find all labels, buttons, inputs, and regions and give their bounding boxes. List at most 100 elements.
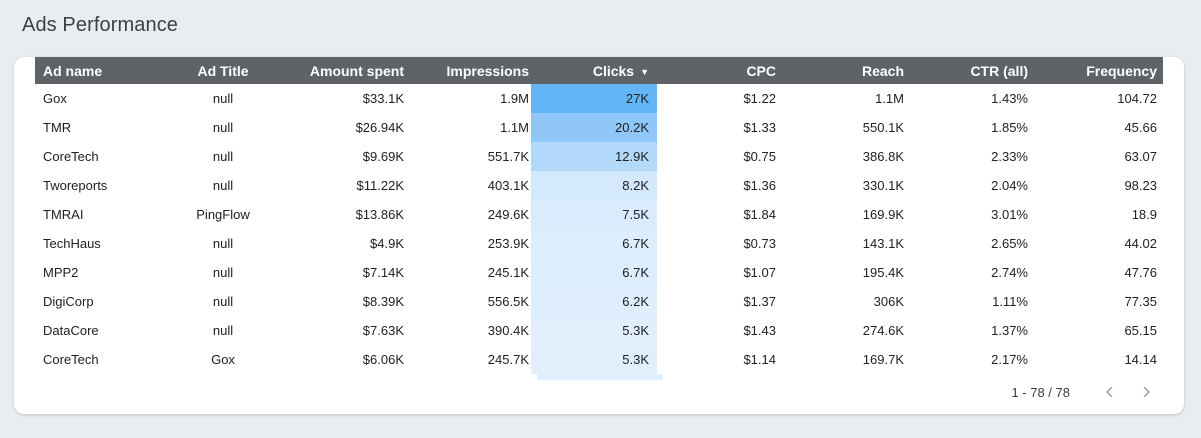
table-row[interactable]: TMR null $26.94K 1.1M 20.2K $1.33 550.1K 1.85% 4… <box>35 113 1163 142</box>
cell-reach: 550.1K <box>862 120 904 135</box>
cell-cpc: $1.22 <box>743 91 776 106</box>
cell-clicks: 6.7K <box>531 258 657 287</box>
cell-cpc: $1.37 <box>743 294 776 309</box>
cell-impressions: 245.1K <box>487 265 529 280</box>
cell-frequency: 104.72 <box>1117 91 1157 106</box>
cell-ctr: 2.74% <box>991 265 1028 280</box>
cell-frequency: 65.15 <box>1124 323 1157 338</box>
cell-impressions: 551.7K <box>487 149 529 164</box>
cell-frequency: 63.07 <box>1124 149 1157 164</box>
column-header-ad-name[interactable]: Ad name <box>43 62 103 79</box>
cell-impressions: 253.9K <box>487 236 529 251</box>
cell-reach: 169.9K <box>862 207 904 222</box>
cell-ad-name: DataCore <box>43 323 99 338</box>
cell-cpc: $0.75 <box>743 149 776 164</box>
cell-amount-spent: $11.22K <box>356 178 404 193</box>
column-header-ad-title[interactable]: Ad Title <box>197 62 249 79</box>
previous-page-button[interactable] <box>1092 380 1128 404</box>
table-row[interactable]: MPP2 null $7.14K 245.1K 6.7K $1.07 195.4K 2.74%… <box>35 258 1163 287</box>
cell-clicks: 6.2K <box>531 287 657 316</box>
next-page-button[interactable] <box>1128 380 1164 404</box>
cell-ctr: 1.37% <box>991 323 1028 338</box>
cell-frequency: 45.66 <box>1124 120 1157 135</box>
cell-ad-title: null <box>212 178 234 193</box>
cell-impressions: 249.6K <box>487 207 529 222</box>
cell-clicks: 5.3K <box>531 345 657 374</box>
cell-frequency: 77.35 <box>1124 294 1157 309</box>
cell-ad-name: TMRAI <box>43 207 84 222</box>
cell-impressions: 403.1K <box>487 178 529 193</box>
table-row[interactable]: DataCore null $7.63K 390.4K 5.3K $1.43 274.6K 1… <box>35 316 1163 345</box>
cell-ad-name: MPP2 <box>43 265 79 280</box>
cell-ad-title: null <box>212 294 234 309</box>
table-row[interactable]: Tworeports null $11.22K 403.1K 8.2K $1.36 330.… <box>35 171 1163 200</box>
cell-ad-title: null <box>212 323 234 338</box>
cell-amount-spent: $33.1K <box>362 91 404 106</box>
cell-ad-name: Tworeports <box>43 178 108 193</box>
cell-clicks: 7.5K <box>531 200 657 229</box>
cell-impressions: 556.5K <box>487 294 529 309</box>
cell-ad-title: PingFlow <box>196 207 250 222</box>
cell-amount-spent: $6.06K <box>362 352 404 367</box>
clicks-column-tail <box>537 374 663 380</box>
cell-frequency: 18.9 <box>1131 207 1157 222</box>
cell-ctr: 1.11% <box>992 294 1028 309</box>
cell-ad-name: Gox <box>43 91 67 106</box>
page-title: Ads Performance <box>22 14 179 36</box>
cell-reach: 386.8K <box>862 149 904 164</box>
column-header-frequency[interactable]: Frequency <box>1086 62 1157 79</box>
cell-reach: 1.1M <box>875 91 904 106</box>
cell-ad-title: null <box>212 236 234 251</box>
cell-ctr: 2.65% <box>991 236 1028 251</box>
cell-impressions: 1.1M <box>500 120 529 135</box>
cell-amount-spent: $26.94K <box>355 120 404 135</box>
table-row[interactable]: TMRAI PingFlow $13.86K 249.6K 7.5K $1.84 169.9… <box>35 200 1163 229</box>
cell-ad-title: null <box>212 265 234 280</box>
column-header-impressions[interactable]: Impressions <box>446 62 529 79</box>
cell-reach: 306K <box>873 294 904 309</box>
cell-clicks: 27K <box>531 84 657 113</box>
cell-ctr: 2.33% <box>991 149 1028 164</box>
cell-ad-name: TMR <box>43 120 72 135</box>
cell-frequency: 47.76 <box>1124 265 1157 280</box>
ads-performance-table-card: Ad name Ad Title Amount spent Impression… <box>14 57 1184 414</box>
cell-reach: 195.4K <box>862 265 904 280</box>
column-header-amount-spent[interactable]: Amount spent <box>309 62 404 79</box>
column-header-reach[interactable]: Reach <box>861 62 904 79</box>
cell-impressions: 390.4K <box>487 323 529 338</box>
table-row[interactable]: DigiCorp null $8.39K 556.5K 6.2K $1.37 306K 1.1… <box>35 287 1163 316</box>
cell-ad-name: CoreTech <box>43 352 99 367</box>
cell-impressions: 245.7K <box>487 352 529 367</box>
column-header-cpc[interactable]: CPC <box>746 62 776 79</box>
cell-clicks: 8.2K <box>531 171 657 200</box>
cell-cpc: $1.43 <box>743 323 776 338</box>
cell-ad-name: DigiCorp <box>43 294 94 309</box>
cell-ctr: 2.04% <box>991 178 1028 193</box>
cell-ad-name: CoreTech <box>43 149 99 164</box>
cell-ad-title: null <box>212 149 234 164</box>
cell-cpc: $1.36 <box>743 178 776 193</box>
cell-impressions: 1.9M <box>500 91 529 106</box>
table-row[interactable]: CoreTech Gox $6.06K 245.7K 5.3K $1.14 169.7K 2.… <box>35 345 1163 374</box>
cell-amount-spent: $7.63K <box>362 323 404 338</box>
cell-amount-spent: $13.86K <box>355 207 404 222</box>
cell-frequency: 14.14 <box>1124 352 1157 367</box>
cell-cpc: $1.84 <box>743 207 776 222</box>
cell-amount-spent: $9.69K <box>362 149 404 164</box>
cell-amount-spent: $4.9K <box>370 236 404 251</box>
cell-ad-title: null <box>212 91 234 106</box>
cell-reach: 274.6K <box>862 323 904 338</box>
table-row[interactable]: TechHaus null $4.9K 253.9K 6.7K $0.73 143.1K 2.… <box>35 229 1163 258</box>
column-header-clicks[interactable]: Clicks ▼ <box>531 63 657 79</box>
table-row[interactable]: Gox null $33.1K 1.9M 27K $1.22 1.1M 1.43% 104.72 <box>35 84 1163 113</box>
cell-amount-spent: $7.14K <box>362 265 404 280</box>
pagination-label: 1 - 78 / 78 <box>1011 384 1070 400</box>
cell-ad-title: Gox <box>211 352 235 367</box>
chevron-left-icon <box>1105 386 1113 398</box>
table-body: Gox null $33.1K 1.9M 27K $1.22 1.1M 1.43% 104.72… <box>35 84 1163 374</box>
table-row[interactable]: CoreTech null $9.69K 551.7K 12.9K $0.75 386.8K… <box>35 142 1163 171</box>
cell-amount-spent: $8.39K <box>362 294 404 309</box>
cell-cpc: $1.33 <box>743 120 776 135</box>
column-header-ctr[interactable]: CTR (all) <box>970 62 1028 79</box>
cell-clicks: 20.2K <box>531 113 657 142</box>
